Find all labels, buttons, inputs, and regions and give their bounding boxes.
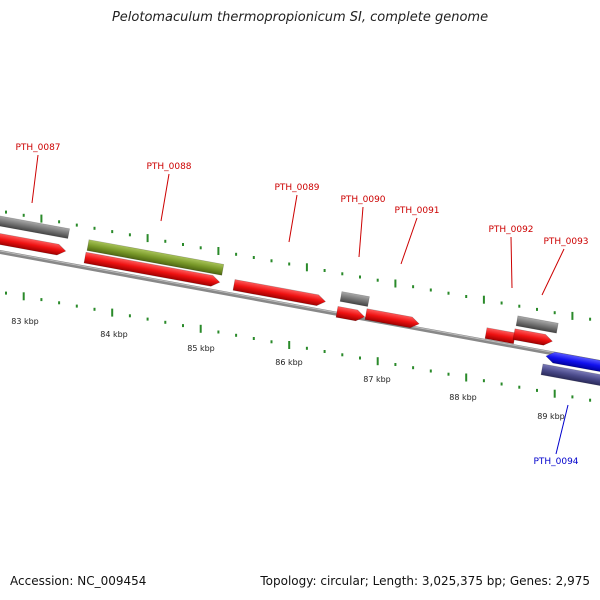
gene-label[interactable]: PTH_0094 xyxy=(533,457,578,467)
scale-label: 87 kbp xyxy=(363,375,391,384)
gene-bar-grey[interactable] xyxy=(0,213,70,239)
gene-bar-olive[interactable] xyxy=(86,239,225,276)
gene-bar-grey[interactable] xyxy=(339,291,370,307)
cds-arrow[interactable] xyxy=(0,231,67,257)
gene-label[interactable]: PTH_0092 xyxy=(488,225,533,235)
scale-label: 83 kbp xyxy=(11,317,39,326)
gene-label[interactable]: PTH_0090 xyxy=(340,195,385,205)
cds-arrow[interactable] xyxy=(83,251,221,288)
cds-arrow[interactable] xyxy=(335,306,366,322)
gene-labels: PTH_0087 PTH_0088 PTH_0089 PTH_0090 PTH_0091… xyxy=(15,143,588,467)
gene-label[interactable]: PTH_0088 xyxy=(146,162,191,172)
tick-marks xyxy=(5,210,592,402)
gene-bar-slate[interactable] xyxy=(540,363,600,388)
cds-bar[interactable] xyxy=(484,327,516,345)
genome-summary-text: Topology: circular; Length: 3,025,375 bp… xyxy=(260,574,590,588)
label-leader-line xyxy=(31,154,39,204)
gene-bar-grey[interactable] xyxy=(515,315,559,334)
scale-labels: 83 kbp 84 kbp 85 kbp 86 kbp 87 kbp 88 kbp 89 k… xyxy=(11,317,565,421)
label-leader-line xyxy=(400,217,418,265)
scale-label: 89 kbp xyxy=(537,412,565,421)
label-leader-line xyxy=(160,173,170,222)
genome-backbone xyxy=(0,250,600,364)
gene-features xyxy=(0,213,600,388)
cds-arrow[interactable] xyxy=(512,328,553,347)
label-leader-line xyxy=(510,236,513,289)
label-leader-line xyxy=(288,194,298,243)
genome-backbone-highlight xyxy=(0,250,600,362)
cds-arrow-reverse[interactable] xyxy=(545,351,600,374)
map-title: Pelotomaculum thermopropionicum SI, comp… xyxy=(111,10,489,25)
gene-label[interactable]: PTH_0089 xyxy=(274,183,319,193)
gene-label[interactable]: PTH_0091 xyxy=(394,206,439,216)
accession-text: Accession: NC_009454 xyxy=(10,574,147,588)
label-leader-line xyxy=(555,404,569,455)
scale-label: 84 kbp xyxy=(100,330,128,339)
scale-label: 86 kbp xyxy=(275,358,303,367)
cds-arrow[interactable] xyxy=(364,308,420,330)
label-leader-line xyxy=(358,206,364,258)
cds-arrow[interactable] xyxy=(232,279,326,307)
gene-label[interactable]: PTH_0087 xyxy=(15,143,60,153)
scale-label: 85 kbp xyxy=(187,344,215,353)
scale-label: 88 kbp xyxy=(449,393,477,402)
gene-label[interactable]: PTH_0093 xyxy=(543,237,588,247)
label-leader-line xyxy=(541,248,565,296)
